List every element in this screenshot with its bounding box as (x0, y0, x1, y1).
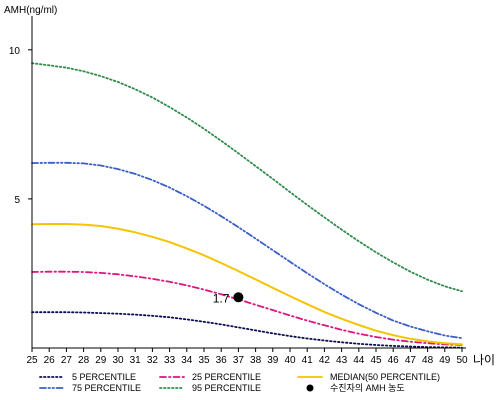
x-tick-label: 34 (181, 355, 193, 366)
y-tick-label: 10 (9, 46, 21, 57)
x-tick-label: 49 (439, 355, 451, 366)
x-tick-label: 42 (319, 355, 331, 366)
x-tick-label: 33 (164, 355, 176, 366)
series-line (31, 62, 463, 293)
y-axis-title: AMH(ng/ml) (4, 5, 57, 16)
x-tick-label: 30 (112, 355, 124, 366)
x-tick-label: 38 (250, 355, 262, 366)
x-tick-label: 44 (353, 355, 365, 366)
series-line (31, 161, 463, 340)
legend-label: MEDIAN(50 PERCENTILE) (330, 372, 440, 382)
legend-point-marker (306, 384, 314, 392)
legend-label: 25 PERCENTILE (192, 372, 261, 382)
x-tick-label: 41 (302, 355, 314, 366)
x-tick-label: 43 (336, 355, 348, 366)
x-tick-label: 48 (422, 355, 434, 366)
axes: AMH(ng/ml) 나이 5 10 25 26 27 28 29 30 31 32 33 34 35 3… (4, 5, 495, 367)
data-point-label: 1.7 (213, 291, 230, 305)
series-line (31, 311, 463, 349)
x-tick-label: 47 (405, 355, 417, 366)
x-tick-label: 39 (267, 355, 279, 366)
x-axis-title: 나이 (473, 353, 495, 367)
x-tick-label: 36 (216, 355, 228, 366)
x-tick-label: 35 (198, 355, 210, 366)
series-line (31, 270, 463, 346)
x-tick-label: 45 (370, 355, 382, 366)
x-tick-label: 37 (233, 355, 245, 366)
legend-label: 75 PERCENTILE (72, 383, 141, 393)
x-tick-label: 50 (456, 355, 468, 366)
x-tick-label: 27 (61, 355, 73, 366)
data-point (233, 292, 244, 303)
x-tick-label: 31 (130, 355, 142, 366)
legend-label: 95 PERCENTILE (192, 383, 261, 393)
x-tick-label: 32 (147, 355, 159, 366)
x-tick-label: 40 (284, 355, 296, 366)
x-tick-label: 29 (95, 355, 107, 366)
x-tick-label: 28 (78, 355, 90, 366)
x-tick-label: 46 (388, 355, 400, 366)
series-line (31, 223, 463, 346)
x-tick-label: 26 (44, 355, 56, 366)
x-tick-label: 25 (26, 355, 38, 366)
legend: 5 PERCENTILE 25 PERCENTILE MEDIAN(50 PERCE… (39, 372, 440, 393)
legend-label: 5 PERCENTILE (72, 372, 136, 382)
plot-area: 1.7 (31, 62, 463, 349)
y-tick-label: 5 (14, 195, 20, 206)
legend-label: 수진자의 AMH 농도 (330, 383, 405, 393)
